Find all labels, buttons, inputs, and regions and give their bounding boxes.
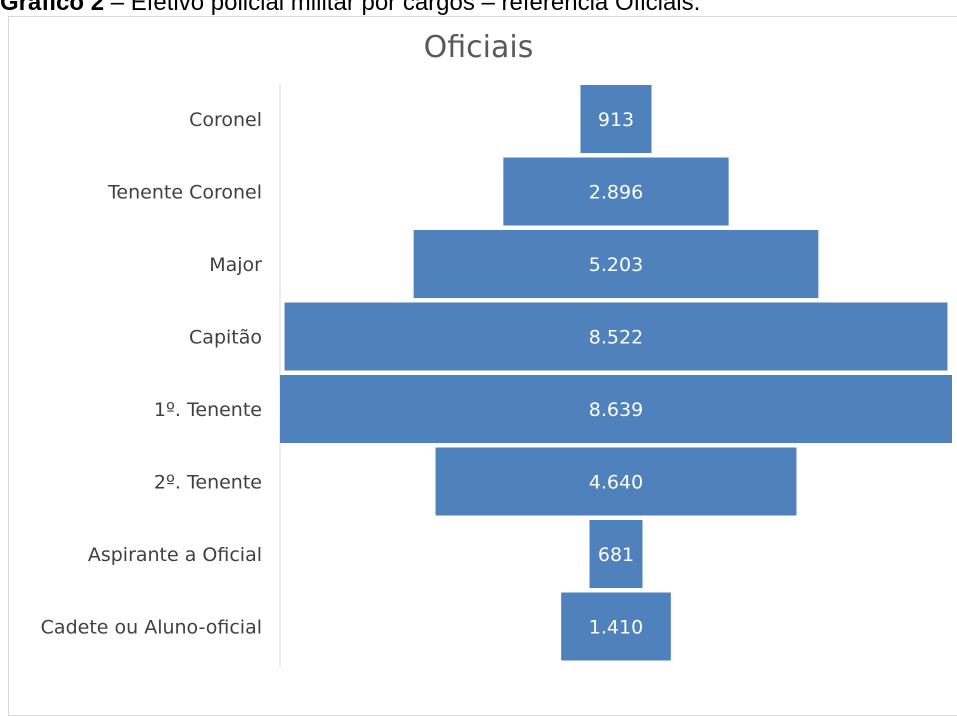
bar-value-label-4: 8.639: [589, 399, 643, 421]
category-label-7: Cadete ou Aluno-oficial: [41, 617, 262, 639]
bar-value-label-1: 2.896: [589, 182, 643, 204]
chart-title: Oficiais: [423, 30, 534, 65]
funnel-chart: 913 2.896 5.203 8.522 8.639 4.640 681 1.410 Cor…: [41, 84, 952, 666]
bars-group: 913 2.896 5.203 8.522 8.639 4.640 681 1.410: [280, 85, 952, 661]
category-label-4: 1º. Tenente: [154, 399, 262, 421]
category-label-6: Aspirante a Oficial: [88, 544, 262, 566]
bar-4: [280, 375, 952, 443]
bar-5: [435, 447, 797, 516]
bar-value-label-5: 4.640: [589, 472, 643, 494]
bar-7: [561, 592, 671, 661]
bar-1: [503, 157, 729, 226]
bar-value-label-0: 913: [598, 109, 634, 131]
bar-value-label-3: 8.522: [589, 327, 643, 349]
category-label-5: 2º. Tenente: [154, 472, 262, 494]
bar-2: [413, 230, 819, 298]
figure-caption-prefix: Gráfico 2: [0, 0, 105, 16]
bar-value-label-2: 5.203: [589, 254, 643, 276]
category-labels-group: Coronel Tenente Coronel Major Capitão 1º. Te…: [41, 109, 263, 639]
category-label-1: Tenente Coronel: [107, 182, 262, 204]
category-label-2: Major: [209, 254, 262, 276]
bar-value-label-7: 1.410: [589, 617, 643, 639]
figure-caption: Gráfico 2 – Efetivo policial militar por…: [0, 0, 957, 18]
category-label-0: Coronel: [189, 109, 262, 131]
bar-value-label-6: 681: [598, 544, 634, 566]
figure-caption-text: – Efetivo policial militar por cargos – …: [104, 0, 701, 16]
bar-0: [580, 85, 652, 153]
bar-3: [284, 302, 948, 371]
bar-6: [589, 520, 643, 588]
category-label-3: Capitão: [189, 327, 262, 349]
